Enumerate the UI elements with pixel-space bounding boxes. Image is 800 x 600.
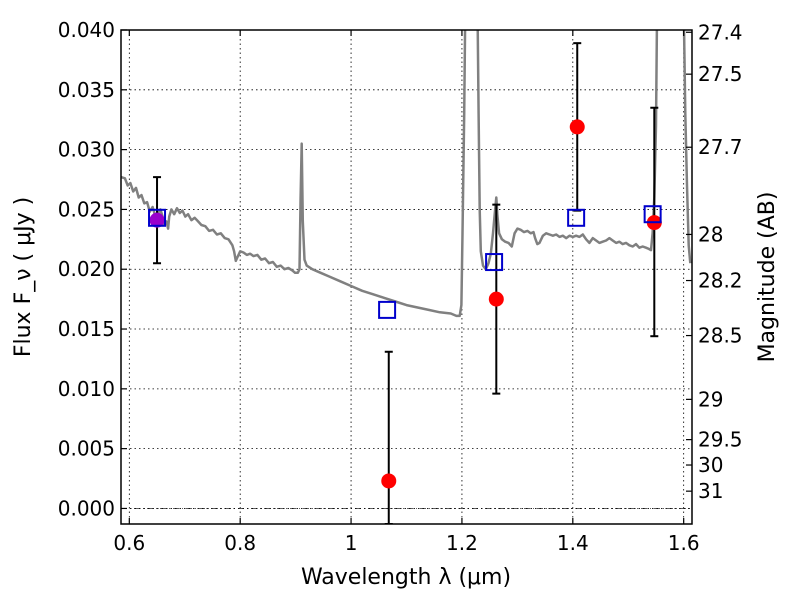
- x-tick-label: 0.6: [113, 531, 145, 555]
- y2-tick-label: 28.2: [698, 269, 743, 293]
- y2-axis-title: Magnitude (AB): [755, 192, 780, 363]
- observed-point: [569, 119, 585, 135]
- observed-point: [149, 212, 165, 228]
- plot-frame: [120, 29, 693, 525]
- grid-layer: [121, 29, 692, 524]
- model-point: [485, 253, 504, 272]
- label-layer: 0.6 0.8 1 1.2 1.4 1.6 0.000 0.005 0.010 0.015 0.02…: [58, 18, 743, 555]
- y-tick-label: 0.035: [58, 78, 115, 102]
- y-tick-label: 0.010: [58, 377, 115, 401]
- y2-tick-label: 28.5: [698, 324, 743, 348]
- model-point: [148, 208, 167, 227]
- x-tick-label: 1.4: [557, 531, 589, 555]
- y2-tick-label: 28: [698, 222, 723, 246]
- spectrum-line: [682, 30, 692, 264]
- spectrum-line: [476, 30, 659, 271]
- y2-tick-label: 30: [698, 453, 723, 477]
- y-tick-label: 0.030: [58, 138, 115, 162]
- observed-point: [381, 473, 397, 489]
- tick-layer: [121, 29, 692, 524]
- x-tick-label: 1: [345, 531, 358, 555]
- y2-tick-label: 27.5: [698, 62, 743, 86]
- observed-point: [488, 291, 504, 307]
- y-tick-label: 0.025: [58, 197, 115, 221]
- y2-tick-label: 31: [698, 479, 723, 503]
- y2-tick-label: 27.7: [698, 135, 743, 159]
- y2-tick-label: 29.5: [698, 428, 743, 452]
- y2-tick-label: 29: [698, 387, 723, 411]
- x-tick-label: 0.8: [224, 531, 256, 555]
- data-layer: [121, 30, 692, 524]
- y2-tick-label: 27.4: [698, 20, 743, 44]
- y-tick-label: 0.005: [58, 437, 115, 461]
- x-axis-title: Wavelength λ (μm): [301, 565, 511, 590]
- x-tick-label: 1.2: [446, 531, 478, 555]
- model-point: [378, 300, 397, 319]
- y-tick-label: 0.000: [58, 496, 115, 520]
- model-point: [567, 208, 586, 227]
- x-tick-label: 1.6: [668, 531, 700, 555]
- y-tick-label: 0.040: [58, 18, 115, 42]
- y-tick-label: 0.015: [58, 317, 115, 341]
- y-axis-title: Flux F_ν ( μJy ): [11, 197, 36, 357]
- model-point: [643, 205, 662, 224]
- y-tick-label: 0.020: [58, 257, 115, 281]
